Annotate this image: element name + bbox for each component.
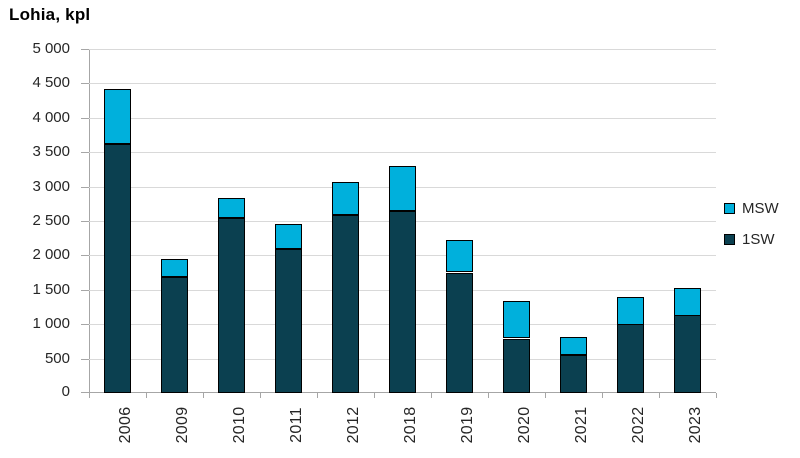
gridline-4000 — [89, 118, 716, 119]
y-axis-tick-3000 — [81, 187, 89, 188]
x-axis-tick — [89, 393, 90, 398]
bar-segment-msw-2011 — [275, 224, 302, 249]
y-axis-tick-label: 2 000 — [32, 246, 70, 263]
x-axis-label-2011: 2011 — [288, 407, 305, 443]
chart-title: Lohia, kpl — [9, 5, 91, 24]
bar-segment-msw-2009 — [161, 259, 188, 277]
y-axis-tick-2500 — [81, 221, 89, 222]
y-axis-tick-0 — [81, 392, 89, 393]
x-axis-label-2022: 2022 — [630, 406, 647, 444]
y-axis-tick-label: 1 000 — [32, 315, 70, 332]
y-axis-tick-label: 5 000 — [32, 40, 70, 57]
bar-segment-msw-2006 — [104, 89, 131, 144]
bar-segment-msw-2020 — [503, 301, 530, 338]
y-axis-tick-label: 500 — [44, 350, 70, 367]
x-axis-tick — [260, 393, 261, 398]
x-axis-tick — [545, 393, 546, 398]
legend: MSW 1SW — [724, 198, 779, 250]
y-axis-tick-2000 — [81, 255, 89, 256]
x-axis-label-2010: 2010 — [231, 406, 248, 444]
bar-segment-1sw-2019 — [446, 273, 473, 393]
bar-segment-1sw-2022 — [617, 324, 644, 393]
y-axis-tick-4500 — [81, 83, 89, 84]
x-axis-label-2012: 2012 — [345, 406, 362, 444]
plot-area — [81, 49, 717, 398]
x-axis-tick — [659, 393, 660, 398]
bar-segment-msw-2023 — [674, 288, 701, 316]
y-axis-tick-3500 — [81, 152, 89, 153]
y-axis-tick-label: 3 500 — [32, 143, 70, 160]
legend-label-msw: MSW — [742, 200, 779, 217]
bar-segment-msw-2021 — [560, 337, 587, 355]
bar-segment-1sw-2023 — [674, 315, 701, 393]
bar-segment-msw-2018 — [389, 166, 416, 211]
bar-segment-msw-2012 — [332, 182, 359, 215]
y-axis-tick-label: 3 000 — [32, 178, 70, 195]
x-axis-label-2006: 2006 — [117, 406, 134, 444]
x-axis-tick — [431, 393, 432, 398]
bar-segment-1sw-2011 — [275, 249, 302, 393]
x-axis-label-2019: 2019 — [459, 406, 476, 444]
x-axis-label-2018: 2018 — [402, 406, 419, 444]
y-axis-tick-1500 — [81, 290, 89, 291]
legend-swatch-msw — [724, 203, 735, 214]
x-axis-tick — [716, 393, 717, 398]
x-axis-tick — [317, 393, 318, 398]
gridline-4500 — [89, 83, 716, 84]
y-axis-tick-label: 0 — [61, 383, 70, 400]
bar-segment-msw-2019 — [446, 240, 473, 272]
x-axis-label-2009: 2009 — [174, 406, 191, 444]
bar-segment-msw-2022 — [617, 297, 644, 325]
x-axis-tick — [146, 393, 147, 398]
legend-swatch-1sw — [724, 234, 735, 245]
y-axis-tick-5000 — [81, 49, 89, 50]
y-axis-tick-1000 — [81, 324, 89, 325]
bar-segment-msw-2010 — [218, 198, 245, 218]
legend-label-1sw: 1SW — [742, 231, 775, 248]
x-axis-label-2020: 2020 — [516, 406, 533, 444]
y-axis-tick-label: 4 500 — [32, 74, 70, 91]
x-axis-tick — [602, 393, 603, 398]
legend-entry-1sw: 1SW — [724, 229, 779, 250]
y-axis-tick-label: 2 500 — [32, 212, 70, 229]
x-axis-tick — [203, 393, 204, 398]
bar-segment-1sw-2010 — [218, 218, 245, 393]
x-axis-tick — [488, 393, 489, 398]
gridline-5000 — [89, 49, 716, 50]
y-axis-tick-label: 4 000 — [32, 109, 70, 126]
bar-segment-1sw-2020 — [503, 339, 530, 393]
legend-entry-msw: MSW — [724, 198, 779, 219]
bar-segment-1sw-2012 — [332, 215, 359, 393]
y-axis-tick-500 — [81, 359, 89, 360]
gridline-3500 — [89, 152, 716, 153]
x-axis-label-2023: 2023 — [687, 406, 704, 444]
y-axis-tick-label: 1 500 — [32, 281, 70, 298]
bar-segment-1sw-2006 — [104, 144, 131, 393]
bar-segment-1sw-2018 — [389, 211, 416, 393]
x-axis-tick — [374, 393, 375, 398]
bar-segment-1sw-2009 — [161, 277, 188, 393]
y-axis-tick-4000 — [81, 118, 89, 119]
bar-segment-1sw-2021 — [560, 355, 587, 393]
x-axis-label-2021: 2021 — [573, 406, 590, 444]
